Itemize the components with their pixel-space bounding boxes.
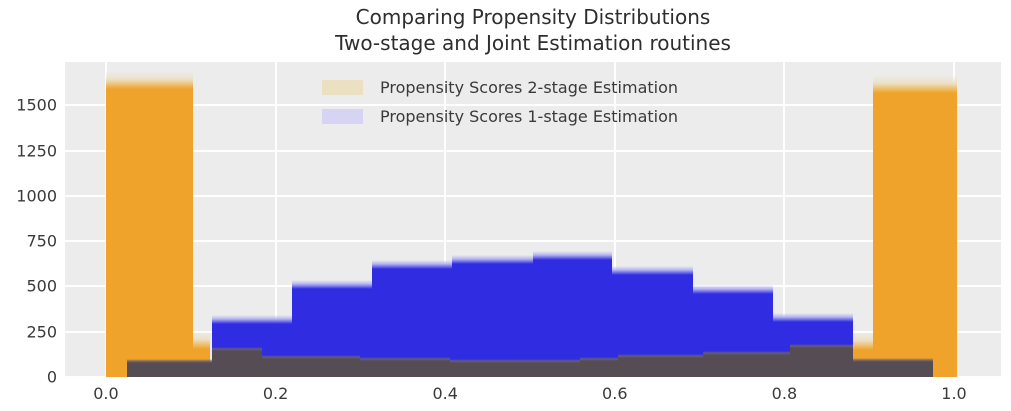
x-tick-label: 0.4 xyxy=(432,384,458,403)
gridline-vertical xyxy=(613,62,616,378)
chart-title-line2: Two-stage and Joint Estimation routines xyxy=(335,31,731,55)
y-tick-label: 1500 xyxy=(16,95,57,115)
gridline-vertical xyxy=(274,62,277,378)
histogram-bar-series3 xyxy=(580,357,619,377)
x-tick-label: 1.0 xyxy=(941,384,967,403)
chart-legend: Propensity Scores 2-stage Estimation Pro… xyxy=(322,76,678,134)
x-tick-label: 0.6 xyxy=(602,384,628,403)
histogram-bar-series3 xyxy=(618,354,703,377)
chart-title: Comparing Propensity Distributions Two-s… xyxy=(65,4,1001,56)
histogram-bar-series1 xyxy=(105,71,194,377)
gridline-vertical xyxy=(444,62,447,378)
histogram-bar-series3 xyxy=(702,351,791,377)
gridline-horizontal xyxy=(65,240,1001,243)
legend-label-2stage: Propensity Scores 2-stage Estimation xyxy=(380,77,679,97)
histogram-bar-series3 xyxy=(262,354,361,377)
histogram-bar-series3 xyxy=(853,357,933,377)
chart-title-line1: Comparing Propensity Distributions xyxy=(355,5,711,29)
legend-row-1stage: Propensity Scores 1-stage Estimation xyxy=(322,105,678,127)
legend-swatch-1stage xyxy=(322,108,363,124)
y-tick-label: 1250 xyxy=(16,141,57,161)
histogram-bar-series3 xyxy=(211,346,262,377)
y-tick-label: 0 xyxy=(46,367,57,387)
y-tick-label: 1000 xyxy=(16,186,57,206)
histogram-bar-series1 xyxy=(873,74,958,377)
histogram-bar-series3 xyxy=(360,356,451,377)
histogram-bar-series3 xyxy=(127,359,212,377)
legend-swatch-2stage xyxy=(322,79,363,95)
x-tick-label: 0.0 xyxy=(93,384,119,403)
gridline-horizontal xyxy=(65,104,1001,107)
histogram-bar-series2 xyxy=(451,254,533,377)
plot-area xyxy=(65,62,1001,378)
y-tick-label: 500 xyxy=(26,276,57,296)
gridline-horizontal xyxy=(65,194,1001,197)
x-tick-label: 0.8 xyxy=(771,384,798,403)
gridline-horizontal xyxy=(65,149,1001,152)
gridline-horizontal xyxy=(65,376,1001,378)
x-tick-label: 0.2 xyxy=(262,384,289,403)
legend-label-1stage: Propensity Scores 1-stage Estimation xyxy=(380,106,679,126)
legend-row-2stage: Propensity Scores 2-stage Estimation xyxy=(322,76,678,98)
gridline-vertical xyxy=(783,62,786,378)
histogram-bar-series3 xyxy=(450,358,581,377)
y-tick-label: 750 xyxy=(26,231,57,251)
histogram-bar-series3 xyxy=(790,343,854,377)
histogram-bar-series2 xyxy=(532,251,613,377)
y-tick-label: 250 xyxy=(26,322,57,342)
